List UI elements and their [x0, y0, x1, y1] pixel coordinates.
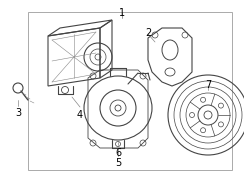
Text: 6: 6 [115, 148, 121, 158]
Text: 5: 5 [115, 158, 121, 168]
Text: 3: 3 [15, 108, 21, 118]
Text: 7: 7 [205, 80, 211, 90]
Bar [28, 12, 232, 170]
Text: 4: 4 [77, 110, 83, 120]
Text: 1: 1 [119, 8, 125, 18]
Text: 2: 2 [145, 28, 151, 38]
